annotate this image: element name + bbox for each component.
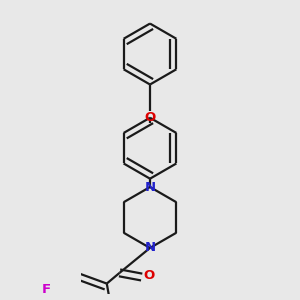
Text: O: O bbox=[144, 269, 155, 282]
Text: N: N bbox=[144, 181, 156, 194]
Text: N: N bbox=[144, 242, 156, 254]
Text: O: O bbox=[144, 111, 156, 124]
Text: F: F bbox=[42, 284, 51, 296]
